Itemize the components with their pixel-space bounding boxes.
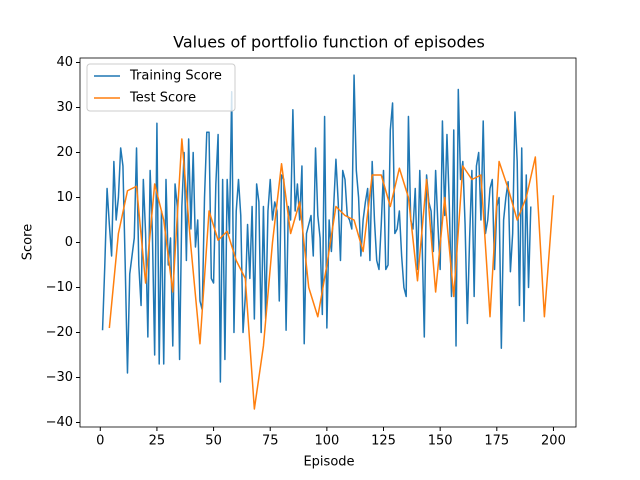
x-tick-label: 175 [484,434,509,449]
x-tick-label: 0 [96,434,104,449]
y-tick-label: 40 [56,55,73,70]
x-tick-label: 150 [428,434,453,449]
legend-label: Training Score [129,69,222,84]
series-line [108,138,555,410]
y-tick-label: 30 [56,100,73,115]
x-tick-label: 75 [262,434,279,449]
y-tick-label: −20 [46,325,73,340]
y-tick-label: −30 [46,370,73,385]
y-tick-label: −40 [46,415,73,430]
x-tick-label: 25 [149,434,166,449]
y-tick-label: 10 [56,190,73,205]
legend-box [86,63,236,112]
plot-frame [79,57,577,428]
legend-label: Test Score [129,91,196,106]
chart-title: Values of portfolio function of episodes [173,33,485,52]
y-tick-label: −10 [46,280,73,295]
y-tick-label: 0 [65,235,73,250]
y-tick-label: 20 [56,145,73,160]
x-axis-label: Episode [303,455,354,470]
x-tick-label: 50 [205,434,222,449]
x-tick-label: 125 [371,434,396,449]
y-axis-label: Score [21,224,36,260]
x-tick-label: 200 [541,434,566,449]
x-tick-label: 100 [314,434,339,449]
